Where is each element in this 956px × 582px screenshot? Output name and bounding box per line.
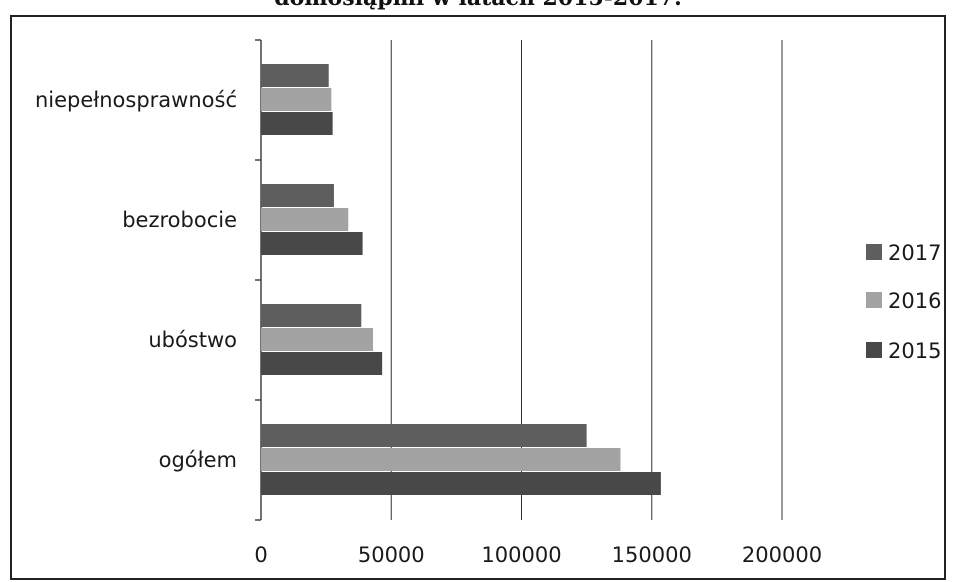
category-label: bezrobocie [122,208,237,232]
legend-label: 2015 [888,339,941,363]
chart-frame [10,15,946,580]
bar-2016 [261,208,349,231]
bar-2017 [261,184,334,207]
legend-label: 2017 [888,241,941,265]
bar-2015 [261,232,363,255]
category-label: ogółem [159,448,237,472]
bar-2016 [261,448,621,471]
bar-2015 [261,112,333,135]
x-tick-label: 150000 [612,543,692,567]
chart-title: domosiąpmi w latach 2015-2017. [0,0,956,11]
legend-swatch [866,292,882,308]
bar-2015 [261,472,661,495]
category-label: ubóstwo [148,328,237,352]
legend-swatch [866,342,882,358]
bar-2017 [261,424,587,447]
x-tick-label: 100000 [481,543,561,567]
bar-2017 [261,64,329,87]
legend-swatch [866,244,882,260]
bar-2016 [261,88,332,111]
x-tick-label: 0 [254,543,267,567]
x-tick-label: 200000 [742,543,822,567]
category-label: niepełnosprawność [35,88,237,112]
x-tick-label: 50000 [358,543,425,567]
bar-2017 [261,304,362,327]
legend-label: 2016 [888,289,941,313]
bar-2016 [261,328,374,351]
bar-2015 [261,352,383,375]
